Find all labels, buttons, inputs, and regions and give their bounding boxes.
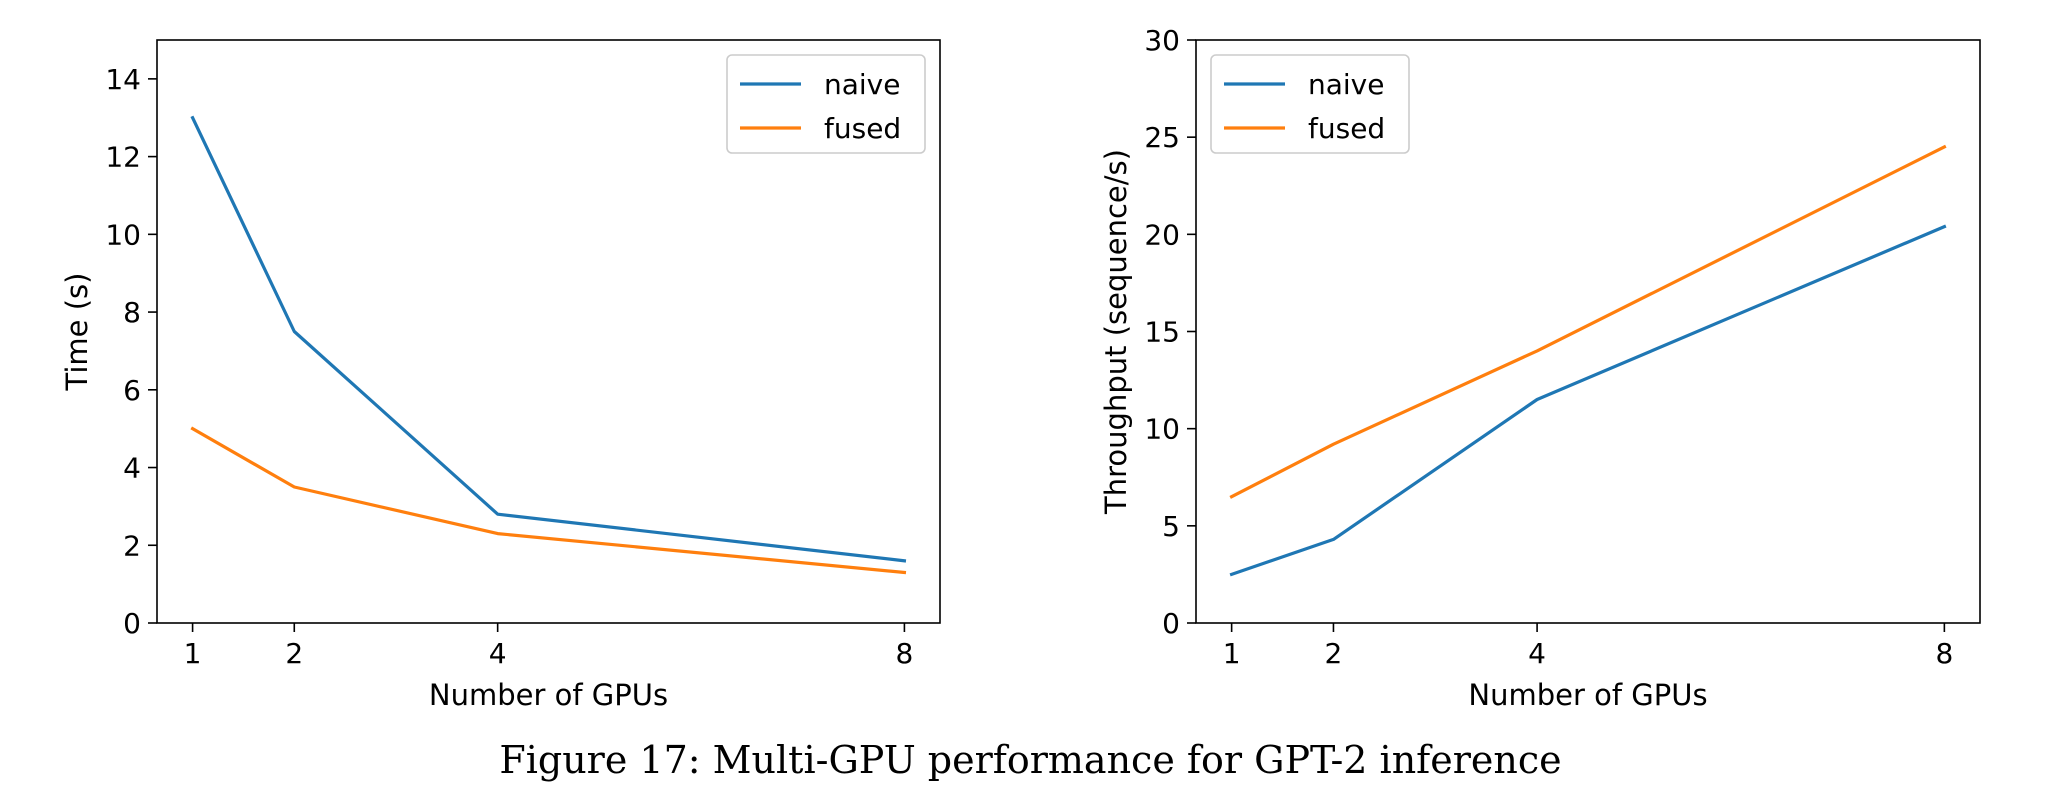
legend-label-fused: fused [1308, 112, 1385, 145]
legend: naive fused [726, 54, 926, 154]
y-tick-label: 2 [123, 529, 141, 562]
y-tick-label: 0 [123, 607, 141, 640]
series-line-fused [1229, 144, 1947, 499]
x-tick-label: 2 [285, 637, 303, 670]
y-tick-label: 15 [1144, 316, 1180, 349]
legend-label-naive: naive [824, 68, 900, 101]
x-axis-label: Number of GPUs [429, 678, 668, 712]
legend: naive fused [1210, 54, 1410, 154]
x-tick-label: 4 [489, 637, 507, 670]
x-tick-label: 1 [1223, 637, 1241, 670]
legend-label-fused: fused [824, 112, 901, 145]
y-tick-label: 25 [1144, 121, 1180, 154]
y-axis-label: Throughput (sequence/s) [1099, 149, 1133, 515]
y-tick-label: 30 [1144, 24, 1180, 57]
x-tick-label: 2 [1325, 637, 1343, 670]
y-tick-label: 5 [1162, 510, 1180, 543]
y-tick-label: 8 [123, 296, 141, 329]
figure-caption: Figure 17: Multi-GPU performance for GPT… [499, 738, 1562, 782]
y-axis-label: Time (s) [60, 273, 94, 392]
series-line-naive [190, 115, 907, 563]
chart-panel-2: 1 2 4 8 0 5 10 15 20 25 30 Number of GPUs Throughput… [1099, 24, 1981, 712]
axes-frame [156, 39, 941, 624]
y-tick-label: 6 [123, 374, 141, 407]
x-tick-label: 8 [1935, 637, 1953, 670]
y-tick-label: 12 [105, 141, 141, 174]
y-tick-label: 10 [1144, 413, 1180, 446]
x-tick-label: 8 [895, 637, 913, 670]
y-tick-label: 14 [105, 63, 141, 96]
series-line-naive [1229, 224, 1947, 577]
x-tick-label: 1 [184, 637, 202, 670]
y-tick-label: 4 [123, 452, 141, 485]
y-tick-label: 10 [105, 218, 141, 251]
x-tick-label: 4 [1528, 637, 1546, 670]
x-axis-label: Number of GPUs [1468, 678, 1707, 712]
y-tick-label: 0 [1162, 607, 1180, 640]
y-tick-label: 20 [1144, 218, 1180, 251]
legend-label-naive: naive [1308, 68, 1384, 101]
series-line-fused [190, 426, 907, 575]
